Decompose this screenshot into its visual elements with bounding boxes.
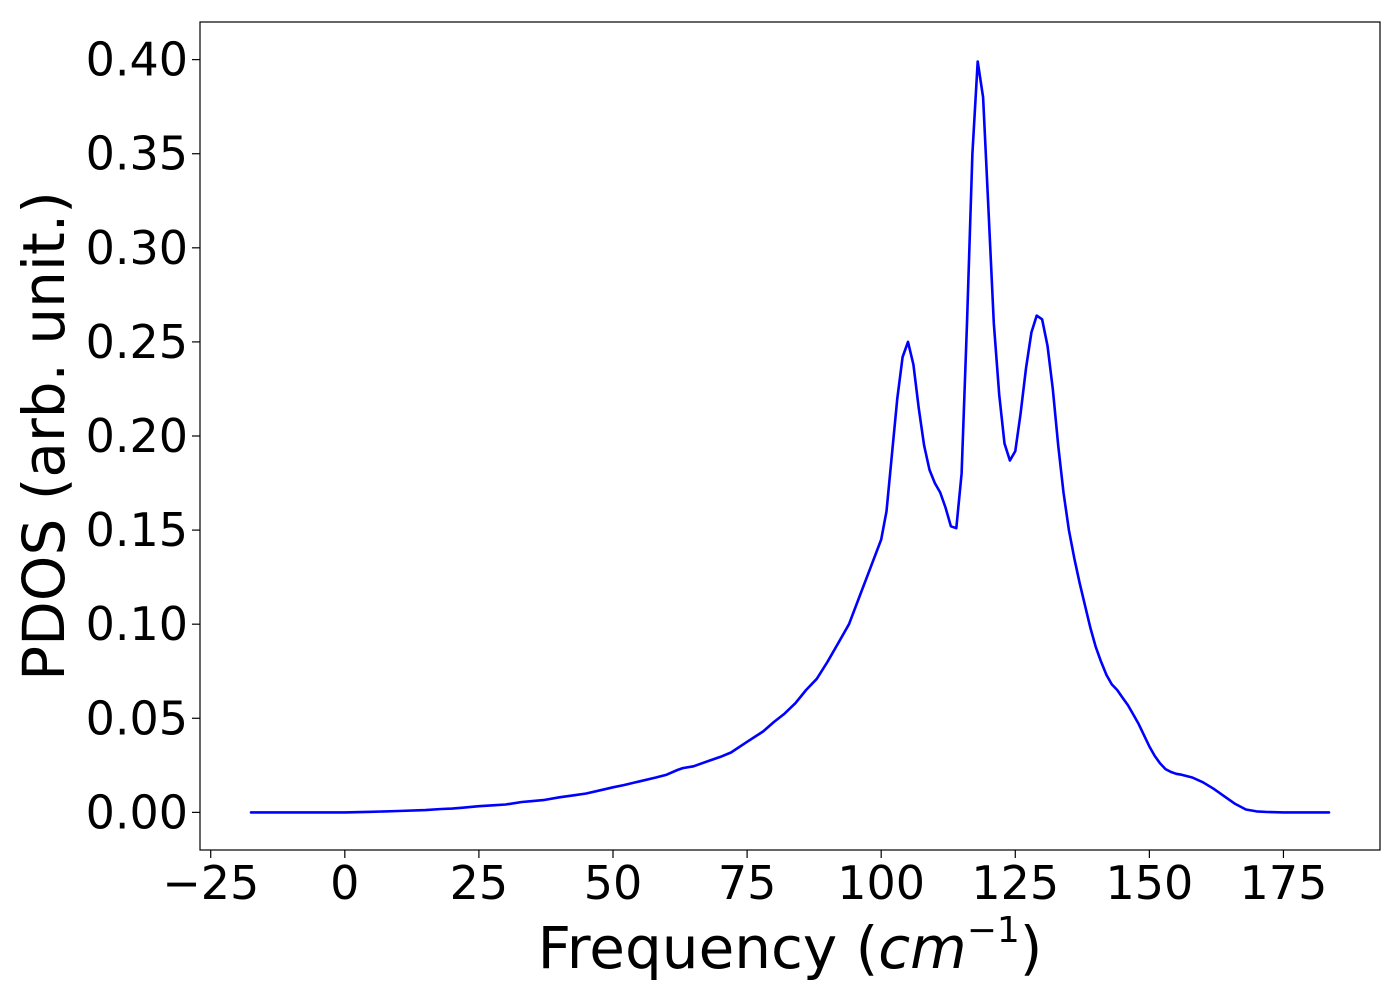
x-tick-label: 50 xyxy=(584,856,643,910)
y-tick-label: 0.25 xyxy=(86,315,188,369)
x-tick-label: 125 xyxy=(971,856,1059,910)
x-axis-ticks: −25 0 25 50 75 100 125 150 175 xyxy=(162,850,1327,910)
x-axis-label: Frequency (cm−1) xyxy=(538,910,1043,982)
x-tick-label: 75 xyxy=(718,856,777,910)
x-axis-label-prefix: Frequency ( xyxy=(538,914,879,982)
x-tick-label: −25 xyxy=(162,856,259,910)
x-axis-label-exponent: −1 xyxy=(967,910,1020,951)
pdos-series-line xyxy=(249,60,1331,814)
y-tick-label: 0.20 xyxy=(86,409,188,463)
x-tick-label: 0 xyxy=(330,856,359,910)
y-axis-label: PDOS (arb. unit.) xyxy=(10,191,78,681)
y-tick-label: 0.10 xyxy=(86,597,188,651)
y-tick-label: 0.35 xyxy=(86,127,188,181)
y-tick-label: 0.05 xyxy=(86,691,188,745)
y-tick-label: 0.00 xyxy=(86,785,188,839)
y-tick-label: 0.15 xyxy=(86,503,188,557)
x-axis-label-unit: cm xyxy=(878,914,966,982)
x-axis-label-suffix: ) xyxy=(1020,914,1043,982)
y-axis-ticks: 0.00 0.05 0.10 0.15 0.20 0.25 0.30 0.35 0.40 xyxy=(86,33,200,839)
x-tick-label: 100 xyxy=(837,856,925,910)
y-tick-label: 0.40 xyxy=(86,33,188,87)
y-tick-label: 0.30 xyxy=(86,221,188,275)
x-tick-label: 175 xyxy=(1240,856,1328,910)
x-tick-label: 25 xyxy=(450,856,509,910)
x-tick-label: 150 xyxy=(1105,856,1193,910)
plot-area-frame xyxy=(199,21,1381,851)
